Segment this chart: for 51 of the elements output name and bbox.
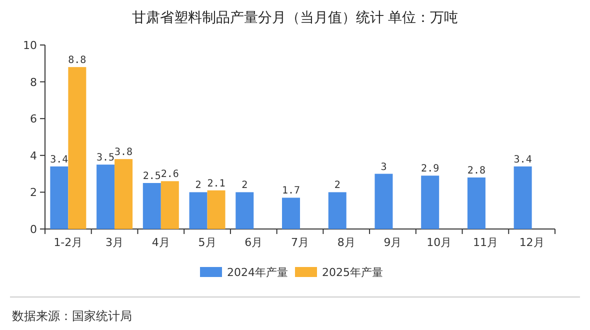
bar bbox=[142, 183, 161, 229]
y-tick-label: 6 bbox=[30, 112, 37, 126]
bar bbox=[96, 164, 115, 229]
y-tick-label: 0 bbox=[30, 223, 37, 236]
x-tick-label: 8月 bbox=[337, 236, 356, 249]
bar bbox=[114, 159, 133, 229]
x-tick-label: 10月 bbox=[426, 236, 452, 249]
y-tick-label: 4 bbox=[30, 149, 37, 162]
x-tick-label: 5月 bbox=[198, 236, 216, 249]
x-tick-label: 4月 bbox=[152, 236, 170, 249]
legend-label: 2024年产量 bbox=[227, 266, 288, 279]
data-label: 2.1 bbox=[207, 178, 226, 190]
bar bbox=[189, 192, 208, 229]
data-label: 2.6 bbox=[160, 169, 179, 180]
data-label: 2 bbox=[242, 180, 248, 192]
y-tick-label: 8 bbox=[30, 76, 37, 89]
data-label: 8.8 bbox=[68, 55, 86, 66]
data-label: 2.5 bbox=[142, 171, 161, 182]
x-tick-label: 11月 bbox=[472, 236, 498, 249]
data-label: 2.9 bbox=[421, 164, 440, 175]
bar bbox=[467, 177, 486, 229]
legend-label: 2025年产量 bbox=[322, 266, 383, 279]
data-label: 3.8 bbox=[114, 147, 133, 158]
data-label: 2 bbox=[195, 180, 202, 192]
chart-title: 甘肃省塑料制品产量分月（当月值）统计 单位：万吨 bbox=[132, 10, 458, 26]
bar bbox=[328, 192, 346, 229]
y-tick-label: 10 bbox=[23, 39, 37, 52]
x-tick-label: 7月 bbox=[291, 236, 309, 249]
bar bbox=[374, 174, 393, 229]
bar bbox=[160, 181, 179, 229]
data-label: 3.4 bbox=[50, 154, 68, 166]
bar bbox=[421, 176, 440, 229]
source-note: 数据来源：国家统计局 bbox=[12, 309, 132, 323]
bar bbox=[282, 198, 300, 229]
x-tick-label: 3月 bbox=[106, 236, 124, 249]
bar bbox=[68, 67, 86, 229]
y-tick-label: 2 bbox=[30, 186, 37, 200]
bar bbox=[236, 192, 254, 229]
bar bbox=[514, 166, 532, 229]
x-tick-label: 9月 bbox=[384, 236, 402, 249]
data-label: 3.4 bbox=[514, 154, 532, 166]
data-label: 2.8 bbox=[467, 165, 486, 176]
data-label: 1.7 bbox=[282, 186, 300, 197]
data-label: 3.5 bbox=[96, 152, 115, 164]
bar bbox=[50, 166, 68, 229]
data-label: 3 bbox=[380, 162, 387, 173]
x-tick-label: 1-2月 bbox=[54, 236, 83, 249]
x-tick-label: 12月 bbox=[519, 236, 544, 249]
x-tick-label: 6月 bbox=[244, 236, 263, 249]
bar bbox=[207, 190, 226, 229]
data-label: 2 bbox=[334, 180, 340, 192]
